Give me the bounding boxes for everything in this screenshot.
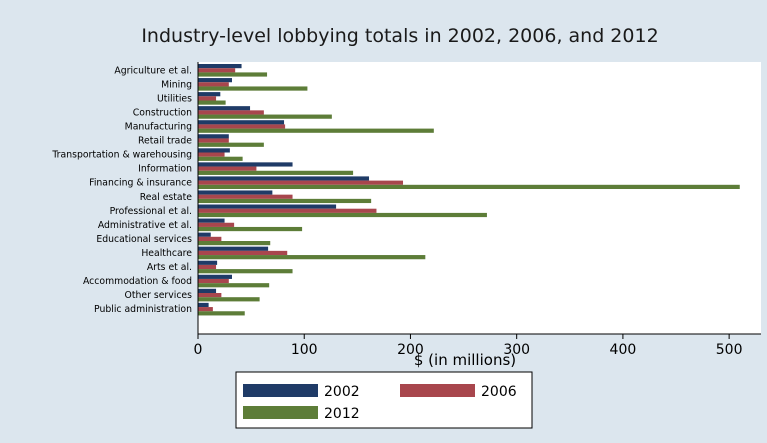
category-label-retail-trade: Retail trade (138, 136, 192, 147)
category-label-healthcare: Healthcare (141, 248, 192, 259)
bar-public-administration-2006 (198, 307, 213, 312)
bar-healthcare-2002 (198, 246, 269, 251)
bar-agriculture-et-al-2002 (198, 64, 242, 69)
x-tick-label-300: 300 (503, 342, 530, 358)
bar-accommodation-food-2002 (198, 274, 232, 279)
category-label-construction: Construction (133, 107, 192, 118)
bar-manufacturing-2006 (198, 124, 286, 129)
x-axis-ticks: 0 100 200 300 400 500 (194, 334, 743, 358)
bar-utilities-2006 (198, 96, 217, 101)
bar-mining-2012 (198, 86, 308, 91)
legend: 2002 2006 2012 (235, 371, 533, 429)
bar-administrative-et-al-2002 (198, 218, 225, 223)
bar-educational-services-2006 (198, 236, 222, 241)
legend-box (235, 371, 533, 429)
bar-educational-services-2012 (198, 241, 271, 246)
bar-public-administration-2012 (198, 311, 245, 316)
bar-accommodation-food-2006 (198, 278, 229, 284)
bar-agriculture-et-al-2006 (198, 68, 236, 73)
category-label-other-services: Other services (125, 290, 193, 301)
category-label-administrative-et-al: Administrative et al. (98, 220, 192, 231)
bar-construction-2012 (198, 114, 332, 119)
bar-construction-2002 (198, 106, 251, 111)
bar-arts-et-al-2012 (198, 269, 293, 274)
legend-swatch-2006 (400, 384, 475, 397)
bar-real-estate-2006 (198, 194, 293, 199)
category-label-utilities: Utilities (157, 93, 192, 104)
bar-professional-et-al-2006 (198, 208, 377, 213)
x-axis-label: $ (in millions) (414, 351, 516, 369)
bar-financing-insurance-2006 (198, 180, 404, 185)
bar-other-services-2006 (198, 293, 222, 298)
legend-swatch-2002 (243, 384, 318, 397)
legend-label-2012: 2012 (324, 406, 360, 422)
bar-information-2002 (198, 162, 293, 167)
category-label-accommodation-food: Accommodation & food (83, 276, 192, 287)
x-tick-label-500: 500 (716, 342, 743, 358)
category-label-public-administration: Public administration (94, 304, 192, 315)
bar-retail-trade-2012 (198, 142, 264, 147)
category-label-manufacturing: Manufacturing (125, 122, 192, 133)
bar-transportation-warehousing-2006 (198, 152, 225, 157)
bar-arts-et-al-2006 (198, 264, 217, 270)
bar-manufacturing-2002 (198, 120, 285, 125)
bar-professional-et-al-2002 (198, 204, 337, 209)
bar-manufacturing-2012 (198, 128, 434, 133)
category-label-professional-et-al: Professional et al. (110, 206, 192, 217)
x-tick-label-100: 100 (291, 342, 318, 358)
category-labels: Agriculture et al. Mining Utilities Constru… (51, 65, 192, 315)
category-label-information: Information (138, 164, 192, 175)
category-label-real-estate: Real estate (140, 192, 193, 203)
bar-retail-trade-2002 (198, 134, 229, 139)
bar-transportation-warehousing-2012 (198, 156, 243, 161)
category-label-mining: Mining (161, 79, 192, 90)
bar-public-administration-2002 (198, 302, 209, 308)
bar-administrative-et-al-2012 (198, 226, 303, 232)
bar-utilities-2002 (198, 92, 221, 97)
bar-other-services-2012 (198, 297, 260, 302)
bar-healthcare-2012 (198, 255, 426, 260)
bar-financing-insurance-2012 (198, 184, 740, 189)
bar-utilities-2012 (198, 100, 226, 105)
x-tick-label-200: 200 (397, 342, 424, 358)
category-label-agriculture-et-al: Agriculture et al. (114, 65, 192, 76)
bar-other-services-2002 (198, 288, 217, 293)
bar-mining-2002 (198, 78, 232, 83)
bar-real-estate-2002 (198, 190, 273, 195)
bar-transportation-warehousing-2002 (198, 148, 230, 153)
x-tick-label-400: 400 (610, 342, 637, 358)
category-label-financing-insurance: Financing & insurance (89, 178, 192, 189)
bar-information-2012 (198, 170, 354, 175)
legend-label-2006: 2006 (481, 384, 517, 400)
bar-accommodation-food-2012 (198, 283, 270, 288)
bar-professional-et-al-2012 (198, 212, 487, 218)
bar-retail-trade-2006 (198, 138, 229, 143)
category-label-arts-et-al: Arts et al. (147, 262, 192, 273)
bars-layer (198, 64, 740, 316)
bar-administrative-et-al-2006 (198, 222, 235, 227)
legend-label-2002: 2002 (324, 384, 360, 400)
bar-construction-2006 (198, 110, 264, 115)
bar-real-estate-2012 (198, 198, 372, 204)
bar-arts-et-al-2002 (198, 260, 218, 265)
bar-mining-2006 (198, 82, 229, 87)
bar-healthcare-2006 (198, 250, 288, 256)
x-tick-label-0: 0 (194, 342, 203, 358)
bar-agriculture-et-al-2012 (198, 72, 268, 77)
legend-swatch-2012 (243, 406, 318, 419)
bar-information-2006 (198, 166, 257, 171)
chart-title: Industry-level lobbying totals in 2002, … (141, 25, 658, 47)
bar-financing-insurance-2002 (198, 176, 370, 181)
category-label-transportation-warehousing: Transportation & warehousing (51, 150, 192, 161)
bar-educational-services-2002 (198, 232, 211, 237)
category-label-educational-services: Educational services (96, 234, 192, 245)
